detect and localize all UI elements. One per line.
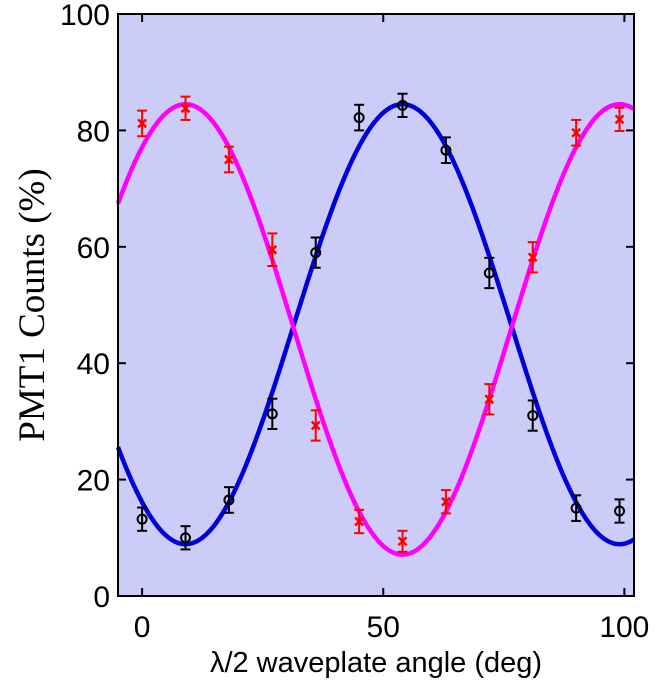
- data-point-cross: [224, 154, 234, 165]
- cross-stroke: [571, 127, 582, 138]
- data-point-cross: [571, 127, 582, 138]
- data-point-circle: [310, 247, 322, 259]
- data-point-cross: [180, 103, 191, 114]
- data-point-circle: [483, 267, 495, 279]
- x-tick-label: 0: [134, 611, 151, 644]
- cross-stroke: [614, 114, 625, 125]
- axis-ticks: [118, 13, 634, 597]
- cross-stroke: [267, 244, 278, 255]
- data-point-cross: [527, 252, 538, 263]
- y-axis-title: PMT1 Counts (%): [12, 168, 53, 441]
- data-point-cross: [441, 496, 451, 507]
- data-point-cross: [267, 244, 278, 255]
- data-point-circle: [136, 513, 148, 525]
- cross-stroke: [354, 516, 365, 527]
- data-point-circle: [353, 112, 365, 124]
- cross-stroke: [527, 252, 538, 263]
- data-point-circle: [570, 502, 582, 514]
- fit-curves: [115, 101, 636, 557]
- data-point-circle: [180, 532, 192, 544]
- y-tick-label: 80: [77, 115, 110, 148]
- cross-stroke: [397, 536, 408, 547]
- cross-stroke: [484, 394, 495, 405]
- data-point-cross: [354, 516, 365, 527]
- plot-background: [118, 14, 634, 596]
- y-tick-label: 100: [60, 0, 110, 32]
- data-point-circle: [397, 99, 409, 111]
- data-point-circle: [223, 494, 235, 506]
- data-point-cross: [484, 394, 495, 405]
- y-tick-label: 60: [77, 232, 110, 265]
- y-tick-label: 0: [93, 581, 110, 614]
- cross-stroke: [441, 496, 451, 507]
- plot-frame: [117, 13, 635, 597]
- x-axis-title: λ/2 waveplate angle (deg): [210, 647, 542, 679]
- data-point-cross: [397, 536, 408, 547]
- cross-stroke: [224, 154, 234, 165]
- axis-tick-labels: 0 50 100 0 20 40 60 80 100: [60, 0, 649, 644]
- data-point-circle: [614, 505, 626, 517]
- cross-stroke: [137, 118, 147, 129]
- y-tick-label: 20: [77, 465, 110, 498]
- data-point-circle: [440, 144, 452, 156]
- cross-stroke: [180, 103, 191, 114]
- x-tick-label: 100: [599, 611, 649, 644]
- cross-stroke: [310, 420, 321, 431]
- y-tick-label: 40: [77, 348, 110, 381]
- x-tick-label: 50: [367, 611, 400, 644]
- data-point-cross: [137, 118, 147, 129]
- fit-curve-blue: [115, 101, 636, 547]
- data-point-cross: [310, 420, 321, 431]
- data-point-circle: [266, 408, 278, 420]
- data-points: [136, 92, 626, 553]
- data-point-circle: [527, 410, 539, 422]
- fit-curve-magenta: [115, 101, 636, 557]
- data-point-cross: [614, 114, 625, 125]
